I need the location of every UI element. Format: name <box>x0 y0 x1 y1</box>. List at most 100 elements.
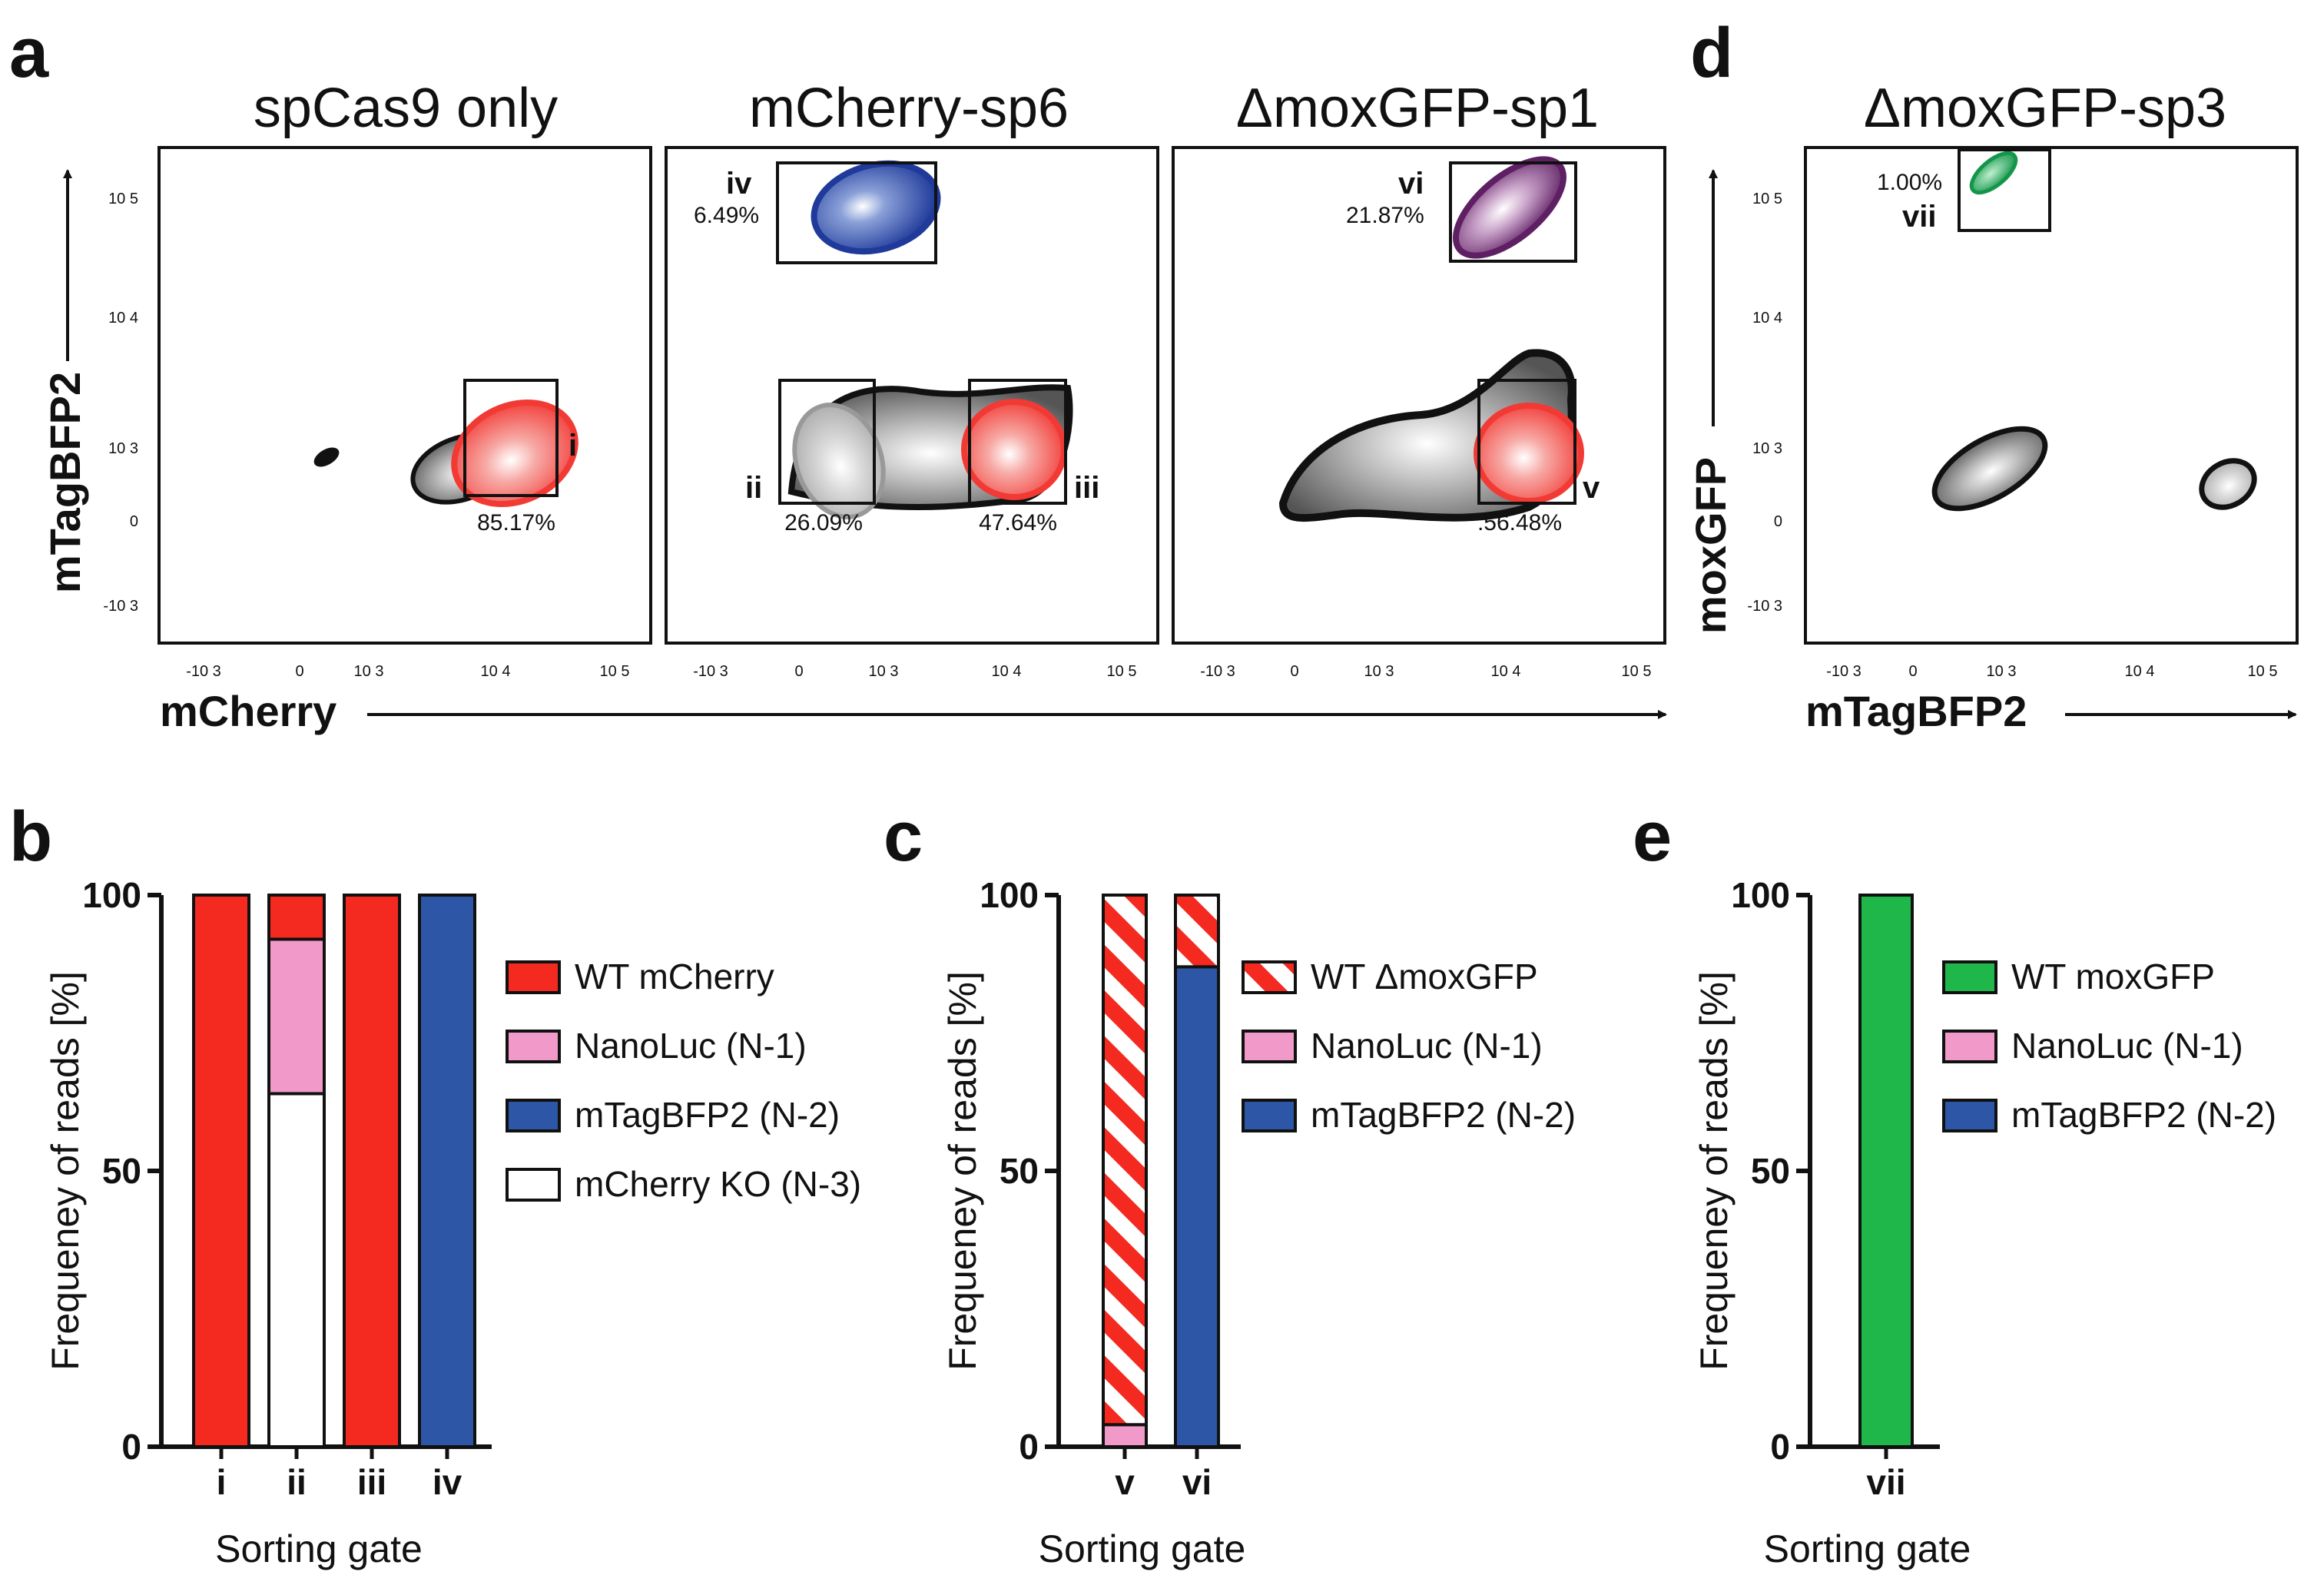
x-tick: 10 3 <box>1364 663 1394 680</box>
gate-iii <box>968 379 1067 505</box>
gate-label: ii <box>745 471 762 505</box>
gate-iv <box>776 161 937 264</box>
bar-segment <box>267 894 326 941</box>
x-tick: 0 <box>794 663 803 680</box>
panel-letter-c: c <box>884 797 923 876</box>
gate-percent: 6.49% <box>694 203 759 228</box>
y-tick: 10 5 <box>1752 191 1782 207</box>
x-tick: 10 3 <box>1987 663 2017 680</box>
legend-swatch <box>1942 1099 1997 1132</box>
x-axis-label: mCherry <box>160 687 336 735</box>
panel-letter-a: a <box>9 14 49 92</box>
x-tick-label: vii <box>1866 1462 1905 1502</box>
bar-segment <box>1858 894 1914 1448</box>
gate-percent: 47.64% <box>979 510 1057 536</box>
flow-plot-moxgfp-sp3: ΔmoxGFP-sp3 10 5 10 4 10 3 0 -10 3 -10 3… <box>1747 78 2299 680</box>
x-tick: 10 3 <box>354 663 384 680</box>
x-tick: 0 <box>1290 663 1298 680</box>
flow-plot-mcherry-sp6: mCherry-sp6 -10 3 0 10 3 10 4 10 5 iv 6.… <box>665 78 1159 680</box>
legend-label: WT mCherry <box>575 957 774 996</box>
y-tick: 10 4 <box>108 310 138 327</box>
legend-label: NanoLuc (N-1) <box>2011 1026 2243 1066</box>
flow-plot-spcas9: spCas9 only 10 5 10 4 10 3 0 -10 3 -10 3… <box>103 78 652 680</box>
gate-label: iv <box>726 167 752 201</box>
x-tick-label: ii <box>287 1462 307 1502</box>
x-tick: 10 5 <box>2248 663 2278 680</box>
y-tick-label: 50 <box>1751 1151 1790 1191</box>
y-axis-label: mTagBFP2 <box>41 372 89 593</box>
population-purple <box>1452 156 1567 259</box>
y-axis-label: moxGFP <box>1686 457 1735 634</box>
x-tick: 10 4 <box>1491 663 1521 680</box>
y-tick: 0 <box>1774 513 1782 530</box>
flow-plot-title: mCherry-sp6 <box>749 78 1069 139</box>
bar-segment <box>418 894 476 1448</box>
x-tick: 10 3 <box>869 663 899 680</box>
y-tick-label: 100 <box>82 875 141 915</box>
legend-label: mTagBFP2 (N-2) <box>2011 1095 2276 1135</box>
bar-segment <box>1102 894 1148 1427</box>
legend-swatch <box>1242 1099 1297 1132</box>
panel-letter-b: b <box>9 797 52 876</box>
legend-swatch <box>506 1030 561 1063</box>
bar-chart-c: 0 50 100 Frequeney of reads [%] v vi Sorting g… <box>941 875 1576 1570</box>
y-tick-label: 100 <box>980 875 1039 915</box>
y-axis-title: Frequeney of reads [%] <box>941 971 984 1371</box>
panel-letter-d: d <box>1690 14 1733 92</box>
legend-label: NanoLuc (N-1) <box>1311 1026 1543 1066</box>
bar-segment <box>267 937 326 1096</box>
legend-swatch <box>1942 960 1997 994</box>
bar-segment <box>1174 965 1220 1448</box>
y-tick-label: 0 <box>1019 1427 1039 1467</box>
y-tick: 10 5 <box>108 191 138 207</box>
legend-swatch <box>1242 1030 1297 1063</box>
y-tick: 10 3 <box>1752 440 1782 457</box>
plot-frame <box>1172 146 1666 645</box>
y-tick: 0 <box>130 513 138 530</box>
legend-label: WT ΔmoxGFP <box>1311 957 1538 996</box>
y-tick-label: 50 <box>102 1151 141 1191</box>
x-tick: 10 5 <box>1622 663 1652 680</box>
y-tick-label: 0 <box>1770 1427 1790 1467</box>
y-tick: -10 3 <box>103 598 138 615</box>
x-axis-label: mTagBFP2 <box>1805 687 2027 735</box>
legend-label: mCherry KO (N-3) <box>575 1164 861 1204</box>
legend-swatch <box>506 960 561 994</box>
x-tick-label: i <box>217 1462 227 1502</box>
plot-frame <box>1804 146 2299 645</box>
population-red <box>961 399 1067 500</box>
bar-chart-e: 0 50 100 Frequeney of reads [%] vii Sorting g… <box>1692 875 2276 1570</box>
x-axis-title: Sorting gate <box>215 1527 423 1570</box>
plot-frame <box>157 146 652 645</box>
x-tick: 10 5 <box>600 663 630 680</box>
y-tick-label: 0 <box>121 1427 141 1467</box>
population-green <box>1969 151 2018 195</box>
legend-swatch <box>506 1168 561 1202</box>
population-red <box>1474 403 1584 504</box>
flow-plot-moxgfp-sp1: ΔmoxGFP-sp1 -10 3 0 10 3 10 4 10 5 vi 21… <box>1172 78 1666 680</box>
x-tick-label: iv <box>433 1462 462 1502</box>
gate-label: iii <box>1074 471 1099 505</box>
x-tick: -10 3 <box>693 663 728 680</box>
gate-ii <box>778 379 876 505</box>
gate-label: v <box>1583 471 1600 505</box>
x-tick: -10 3 <box>1200 663 1235 680</box>
legend-label: mTagBFP2 (N-2) <box>1311 1095 1576 1135</box>
legend-label: NanoLuc (N-1) <box>575 1026 807 1066</box>
x-tick: 10 4 <box>481 663 511 680</box>
legend-swatch <box>1242 960 1297 994</box>
x-tick-label: v <box>1115 1462 1135 1502</box>
x-tick: 10 5 <box>1107 663 1137 680</box>
bar-segment <box>1102 1423 1148 1449</box>
x-axis-title: Sorting gate <box>1764 1527 1971 1570</box>
gate-label: i <box>569 429 577 463</box>
y-tick: -10 3 <box>1747 598 1782 615</box>
gate-i <box>463 379 559 497</box>
bar-segment <box>192 894 250 1448</box>
gate-percent: 1.00% <box>1877 170 1942 195</box>
panel-letter-e: e <box>1633 797 1672 876</box>
plot-frame <box>665 146 1159 645</box>
legend-swatch <box>506 1099 561 1132</box>
population-blue <box>811 160 941 255</box>
